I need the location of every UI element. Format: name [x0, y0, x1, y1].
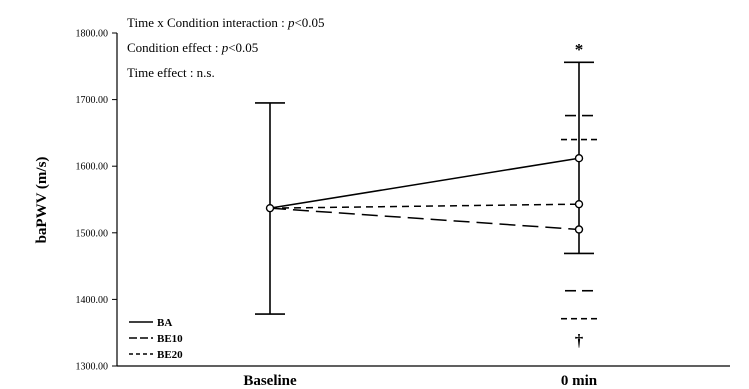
y-tick-label: 1500.00 [76, 228, 109, 239]
x-axis-ticks: Baseline 0 min [243, 373, 597, 389]
significance-dagger: † [575, 331, 584, 350]
annotation-interaction: Time x Condition interaction : p<0.05 [127, 15, 325, 30]
legend-label-be10: BE10 [157, 333, 183, 345]
legend-label-be20: BE20 [157, 349, 183, 361]
data-points [265, 154, 584, 234]
x-tick-label: Baseline [243, 373, 297, 389]
data-point-ba [574, 154, 584, 163]
legend-label-ba: BA [157, 317, 172, 329]
y-tick-label: 1400.00 [76, 295, 109, 306]
data-point-baseline [265, 203, 275, 213]
significance-star: * [575, 40, 584, 59]
legend: BA BE10 BE20 [129, 317, 183, 361]
error-bars [255, 61, 597, 320]
data-point-be10 [574, 225, 584, 234]
y-tick-label: 1300.00 [76, 362, 109, 373]
y-tick-label: 1700.00 [76, 95, 109, 106]
x-tick-label: 0 min [561, 373, 598, 389]
data-point-be20 [574, 199, 584, 209]
y-tick-label: 1600.00 [76, 162, 109, 173]
series-line-be10 [269, 207, 580, 231]
annotation-time: Time effect : n.s. [127, 65, 215, 80]
series-line-ba [269, 157, 580, 209]
series-lines [269, 157, 580, 231]
annotation-condition: Condition effect : p<0.05 [127, 40, 258, 55]
y-axis-ticks: 1300.00 1400.00 1500.00 1600.00 1700.00 1800.… [76, 29, 117, 373]
series-line-be20 [269, 203, 580, 209]
y-axis-label: baPWV (m/s) [34, 157, 50, 244]
y-tick-label: 1800.00 [76, 29, 109, 40]
